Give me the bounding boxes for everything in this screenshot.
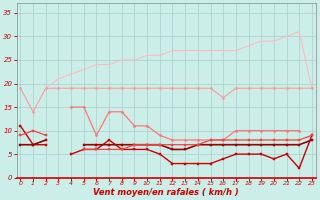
X-axis label: Vent moyen/en rafales ( km/h ): Vent moyen/en rafales ( km/h ) <box>93 188 239 197</box>
